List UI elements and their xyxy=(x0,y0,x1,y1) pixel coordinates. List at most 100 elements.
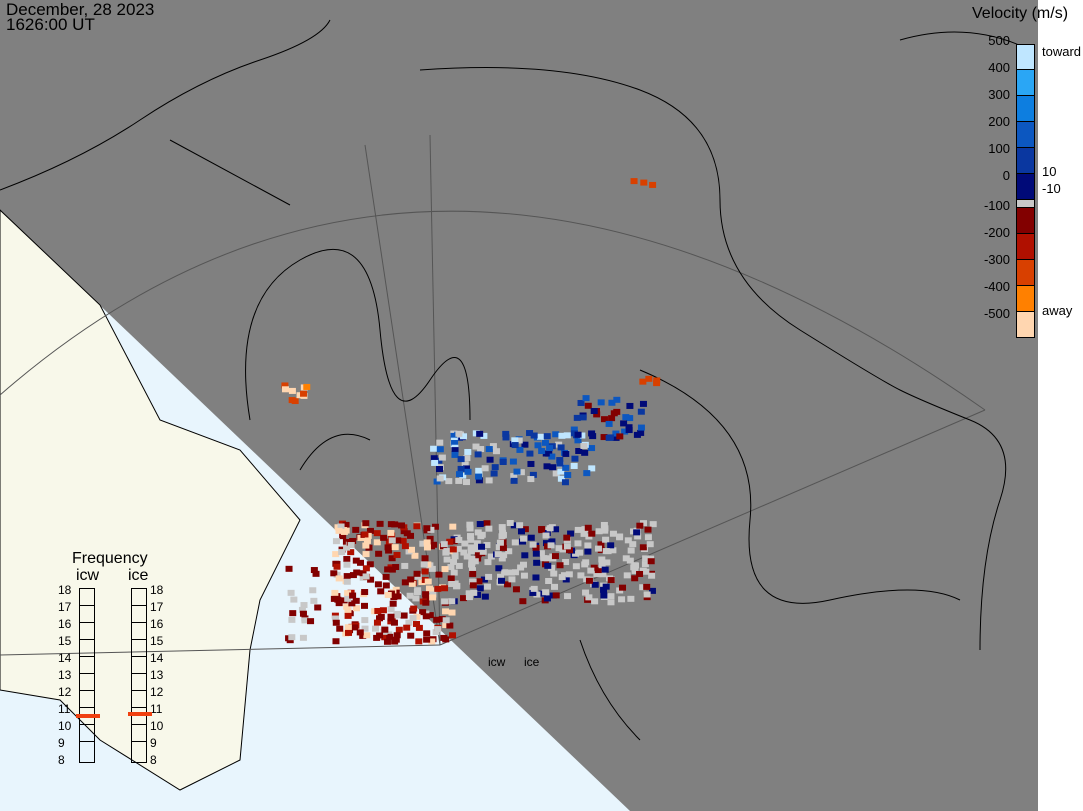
velocity-cell xyxy=(387,521,395,528)
velocity-cell xyxy=(608,399,616,406)
velocity-cell xyxy=(455,537,463,544)
frequency-tick: 14 xyxy=(150,651,164,665)
velocity-cell xyxy=(352,597,360,604)
velocity-cell xyxy=(475,473,483,480)
velocity-cell xyxy=(298,606,306,613)
velocity-cell xyxy=(390,594,398,601)
velocity-cell xyxy=(424,578,432,585)
velocity-cell xyxy=(639,378,647,385)
velocity-cell xyxy=(336,625,344,632)
velocity-cell xyxy=(478,531,486,538)
velocity-cell xyxy=(616,433,624,440)
velocity-cell xyxy=(608,415,616,422)
velocity-cell xyxy=(376,520,384,527)
velocity-cell xyxy=(422,599,430,606)
velocity-cell xyxy=(609,547,617,554)
velocity-cell xyxy=(413,620,421,627)
velocity-cell xyxy=(478,543,486,550)
colorbar-segment xyxy=(1016,44,1035,70)
velocity-cell xyxy=(300,390,308,397)
velocity-cell xyxy=(332,619,340,626)
velocity-cell xyxy=(363,632,371,639)
velocity-cell xyxy=(376,632,384,639)
velocity-cell xyxy=(374,581,382,588)
velocity-cell xyxy=(622,414,630,421)
velocity-cell xyxy=(556,562,564,569)
velocity-cell xyxy=(639,544,647,551)
velocity-cell xyxy=(529,589,537,596)
velocity-cell xyxy=(331,589,339,596)
velocity-cell xyxy=(570,426,578,433)
velocity-cell xyxy=(450,558,458,565)
velocity-cell xyxy=(562,576,570,583)
frequency-tick: 11 xyxy=(58,702,71,716)
velocity-cell xyxy=(574,431,582,438)
velocity-cell xyxy=(574,526,582,533)
velocity-cell xyxy=(430,455,438,462)
velocity-cell xyxy=(521,552,529,559)
velocity-cell xyxy=(282,386,290,393)
frequency-tick: 13 xyxy=(58,668,72,682)
velocity-cell xyxy=(331,615,339,622)
velocity-cell xyxy=(288,397,296,404)
velocity-cell xyxy=(422,613,430,620)
velocity-cell xyxy=(612,434,620,441)
velocity-cell xyxy=(425,585,433,592)
velocity-cell xyxy=(445,478,453,485)
velocity-cell xyxy=(599,571,607,578)
velocity-cell xyxy=(511,539,519,546)
velocity-cell xyxy=(381,626,389,633)
velocity-cell xyxy=(564,593,572,600)
velocity-cell xyxy=(300,602,308,609)
colorbar-segment xyxy=(1016,208,1035,234)
velocity-cell xyxy=(602,548,610,555)
velocity-cell xyxy=(473,540,481,547)
velocity-cell xyxy=(513,468,521,475)
velocity-cell xyxy=(542,540,550,547)
velocity-cell xyxy=(343,573,351,580)
velocity-cell xyxy=(339,533,347,540)
map-canvas xyxy=(0,0,1038,811)
velocity-cell xyxy=(421,555,429,562)
velocity-cell xyxy=(475,477,483,484)
velocity-cell xyxy=(474,551,482,558)
velocity-cell xyxy=(347,542,355,549)
velocity-cell xyxy=(637,408,645,415)
velocity-cell xyxy=(600,521,608,528)
velocity-cell xyxy=(607,599,615,606)
velocity-cell xyxy=(558,432,566,439)
velocity-cell xyxy=(464,448,472,455)
velocity-cell xyxy=(565,547,573,554)
velocity-cell xyxy=(462,465,470,472)
velocity-cell xyxy=(457,456,465,463)
velocity-cell xyxy=(476,430,484,437)
frequency-marker-ice xyxy=(128,712,152,716)
velocity-cell xyxy=(285,565,293,572)
velocity-cell xyxy=(563,432,571,439)
velocity-cell xyxy=(407,576,415,583)
velocity-cell xyxy=(644,526,652,533)
velocity-cell xyxy=(602,536,610,543)
velocity-cell xyxy=(582,395,590,402)
colorbar-segment xyxy=(1016,260,1035,286)
velocity-cell xyxy=(552,526,560,533)
velocity-cell xyxy=(511,442,519,449)
frequency-bar-icw xyxy=(79,588,95,763)
velocity-cell xyxy=(542,450,550,457)
velocity-cell xyxy=(516,446,524,453)
velocity-cell xyxy=(447,564,455,571)
velocity-cell xyxy=(483,542,491,549)
velocity-cell xyxy=(407,632,415,639)
velocity-cell xyxy=(290,596,298,603)
velocity-cell xyxy=(443,548,451,555)
velocity-cell xyxy=(419,609,427,616)
velocity-cell xyxy=(441,566,449,573)
velocity-cell xyxy=(415,624,423,631)
velocity-cell xyxy=(375,550,383,557)
velocity-cell xyxy=(281,382,289,389)
velocity-cell xyxy=(640,179,648,186)
velocity-cell xyxy=(595,528,603,535)
velocity-cell xyxy=(572,550,580,557)
velocity-cell xyxy=(366,527,374,534)
velocity-cell xyxy=(468,567,476,574)
